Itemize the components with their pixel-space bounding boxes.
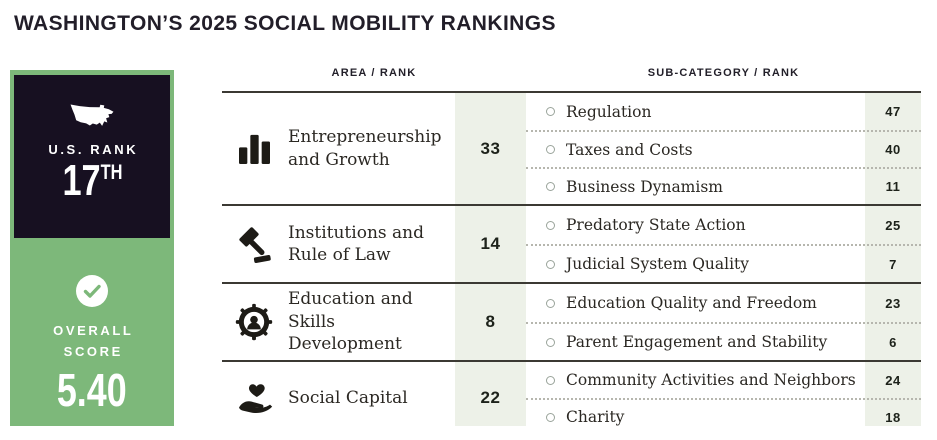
area-name: Education and Skills Development bbox=[288, 289, 413, 355]
usa-map-icon bbox=[70, 104, 114, 126]
sub-category-label: Charity bbox=[526, 408, 865, 426]
check-circle-icon bbox=[76, 275, 108, 307]
us-rank-panel: U.S. RANK 17 TH bbox=[14, 75, 170, 238]
sub-category-rank: 40 bbox=[885, 142, 901, 157]
sub-category-rank: 23 bbox=[885, 295, 901, 311]
sub-category-list: Community Activities and Neighbors 24 Ch… bbox=[526, 362, 921, 434]
sub-category-name: Business Dynamism bbox=[566, 177, 723, 196]
table-row: Entrepreneurship and Growth 33 Regulatio… bbox=[222, 93, 921, 204]
sub-category-list: Predatory State Action 25 Judicial Syste… bbox=[526, 206, 921, 282]
area-rank: 22 bbox=[480, 388, 501, 407]
sub-category-label: Predatory State Action bbox=[526, 216, 865, 234]
sub-category-name: Predatory State Action bbox=[566, 216, 746, 234]
sub-category-name: Regulation bbox=[566, 102, 652, 121]
us-rank-label: U.S. RANK bbox=[48, 142, 139, 157]
sub-category-label: Taxes and Costs bbox=[526, 141, 865, 159]
sub-category-label: Education Quality and Freedom bbox=[526, 294, 865, 312]
us-rank-suffix: TH bbox=[100, 161, 123, 184]
bullet-icon bbox=[546, 375, 555, 385]
area-cell: Institutions and Rule of Law bbox=[222, 206, 455, 282]
sub-category-row: Predatory State Action 25 bbox=[526, 206, 921, 244]
bullet-icon bbox=[546, 337, 555, 347]
sub-category-row: Regulation 47 bbox=[526, 93, 921, 130]
overall-score-label-line2: SCORE bbox=[63, 343, 123, 359]
table-row: Education and Skills Development 8 Educa… bbox=[222, 282, 921, 360]
us-rank-number: 17 bbox=[61, 156, 101, 205]
area-name: Institutions and Rule of Law bbox=[288, 222, 424, 265]
bullet-icon bbox=[546, 220, 555, 230]
gavel-icon bbox=[239, 227, 271, 263]
overall-score-label-line1: OVERALL bbox=[53, 323, 134, 338]
bullet-icon bbox=[546, 107, 555, 116]
bullet-icon bbox=[546, 298, 555, 308]
us-rank-value: 17 TH bbox=[62, 159, 122, 203]
overall-score-panel: OVERALL SCORE 5.40 bbox=[10, 238, 174, 426]
sub-category-rank: 24 bbox=[885, 372, 901, 388]
bullet-icon bbox=[546, 412, 555, 422]
gear-person-icon bbox=[235, 303, 273, 341]
bar-chart-icon bbox=[239, 134, 270, 164]
bullet-icon bbox=[546, 182, 555, 191]
sub-category-rank: 7 bbox=[889, 256, 897, 272]
area-rank-column-stripe bbox=[455, 91, 526, 426]
sub-category-name: Judicial System Quality bbox=[566, 255, 750, 273]
area-rank: 8 bbox=[485, 312, 496, 331]
sub-category-row: Taxes and Costs 40 bbox=[526, 130, 921, 167]
bullet-icon bbox=[546, 145, 555, 154]
sub-category-label: Regulation bbox=[526, 103, 865, 121]
sub-category-row: Judicial System Quality 7 bbox=[526, 244, 921, 282]
area-name: Entrepreneurship and Growth bbox=[288, 127, 442, 170]
sub-category-name: Community Activities and Neighbors bbox=[566, 371, 856, 389]
area-rank: 33 bbox=[480, 138, 501, 158]
sub-category-name: Parent Engagement and Stability bbox=[566, 333, 828, 351]
table-row: Institutions and Rule of Law 14 Predator… bbox=[222, 204, 921, 282]
sub-category-rank-header: SUB-CATEGORY / RANK bbox=[647, 67, 800, 79]
sub-category-name: Charity bbox=[566, 408, 625, 426]
bullet-icon bbox=[546, 259, 555, 269]
heart-hand-icon bbox=[239, 384, 273, 414]
sub-category-label: Judicial System Quality bbox=[526, 255, 865, 273]
area-cell: Entrepreneurship and Growth bbox=[222, 93, 455, 204]
area-cell: Education and Skills Development bbox=[222, 284, 455, 360]
sub-category-name: Education Quality and Freedom bbox=[566, 294, 817, 312]
area-rank-header: AREA / RANK bbox=[331, 67, 417, 79]
sub-category-list: Education Quality and Freedom 23 Parent … bbox=[526, 284, 921, 360]
sub-category-name: Taxes and Costs bbox=[566, 140, 693, 159]
table-body: Entrepreneurship and Growth 33 Regulatio… bbox=[222, 93, 921, 434]
state-scorecard: U.S. RANK 17 TH OVERALL SCORE 5.40 bbox=[10, 70, 174, 426]
page-title: WASHINGTON’S 2025 SOCIAL MOBILITY RANKIN… bbox=[14, 12, 556, 35]
overall-score-label: OVERALL SCORE bbox=[51, 321, 134, 363]
sub-category-row: Community Activities and Neighbors 24 bbox=[526, 362, 921, 398]
area-cell: Social Capital bbox=[222, 362, 455, 434]
sub-category-rank: 11 bbox=[885, 179, 901, 194]
sub-category-row: Business Dynamism 11 bbox=[526, 167, 921, 204]
sub-category-label: Parent Engagement and Stability bbox=[526, 333, 865, 351]
area-rank: 14 bbox=[480, 234, 501, 253]
sub-category-row: Charity 18 bbox=[526, 398, 921, 434]
table-row: Social Capital 22 Community Activities a… bbox=[222, 360, 921, 434]
sub-category-row: Parent Engagement and Stability 6 bbox=[526, 322, 921, 360]
sub-rank-column-stripe bbox=[865, 91, 921, 426]
area-name: Social Capital bbox=[288, 387, 408, 408]
sub-category-rank: 6 bbox=[889, 334, 897, 350]
overall-score-value: 5.40 bbox=[57, 363, 127, 416]
rankings-table: AREA / RANK SUB-CATEGORY / RANK Entrepre… bbox=[222, 55, 921, 426]
table-header-row: AREA / RANK SUB-CATEGORY / RANK bbox=[222, 55, 921, 93]
sub-category-rank: 47 bbox=[885, 104, 901, 119]
sub-category-row: Education Quality and Freedom 23 bbox=[526, 284, 921, 322]
sub-category-label: Community Activities and Neighbors bbox=[526, 371, 865, 389]
sub-category-rank: 18 bbox=[885, 409, 901, 425]
sub-category-list: Regulation 47 Taxes and Costs 40 Busines… bbox=[526, 93, 921, 204]
sub-category-label: Business Dynamism bbox=[526, 178, 865, 196]
sub-category-rank: 25 bbox=[885, 217, 901, 233]
